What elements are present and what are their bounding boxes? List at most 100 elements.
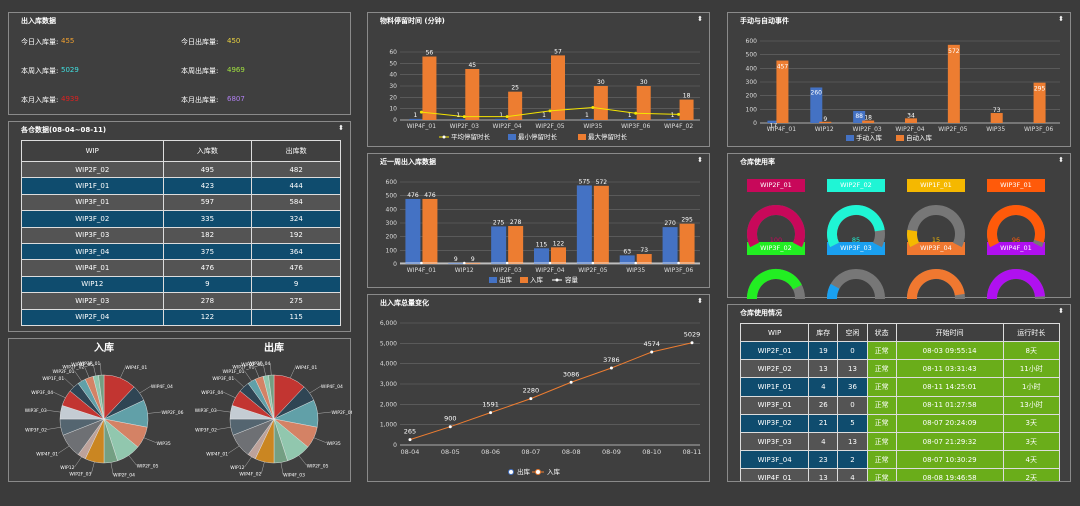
legend-swatch [896,135,904,141]
table-cell: 3天 [1002,431,1060,452]
table-cell: WIP1F_01 [740,377,810,397]
pie-leader [216,427,231,430]
bar-out [662,227,678,264]
table-cell: WIP3F_04 [740,450,810,470]
y-tick-label: 400 [386,206,398,213]
bar-min [538,118,550,120]
table-row: WIP2F_01 19 0 正常 08-03 09:55:14 8天 [740,340,1060,361]
gauge-name: WIP3F_02 [747,242,805,255]
table-cell: 3天 [1002,413,1060,433]
pie-label: WIP3F_04 [201,390,223,396]
x-tick-label: WIP4F_02 [664,123,693,130]
table-cell: 正常 [866,377,897,397]
pie-label: WIP3F_03 [195,408,217,414]
io-summary-panel: 出入库数据 今日入库量: 455 今日出库量: 450 本周入库量: 5029 本周出库量:… [8,12,351,115]
y-tick-label: 0 [393,117,397,124]
x-tick-label: WIP2F_05 [535,123,564,130]
table-cell: 26 [808,395,839,415]
x-tick-label: WIP35 [986,126,1005,133]
x-tick-label: 08-10 [642,448,661,456]
menu-icon[interactable]: ⬍ [338,124,344,132]
bar-in [551,247,566,264]
x-tick-label: 08-06 [481,448,500,456]
table-cell: 正常 [866,468,897,481]
pie-label: WIP4F_01 [295,365,317,371]
pie-label: WIP2F_06 [162,410,184,416]
pie-slice [98,374,105,420]
column-header: 开始时间 [895,323,1004,342]
in-line [409,342,693,441]
bar-max [679,99,694,120]
y-tick-label: 100 [386,247,398,254]
avg-point [591,106,595,110]
table-cell: WIP2F_01 [740,340,810,361]
pie-leader [100,363,102,376]
status-table-scroll[interactable]: WIP 库存 空闲 状态 开始时间 运行时长 WIP2F_01 19 0 正常 08-03 09:… [740,323,1060,481]
bar-label: 34 [907,112,915,119]
table-cell: 364 [251,242,341,261]
table-cell: WIP4F_01 [21,259,164,277]
menu-icon[interactable]: ⬍ [697,156,703,164]
table-row: WIP3F_02 21 5 正常 08-07 20:24:09 3天 [740,413,1060,433]
menu-icon[interactable]: ⬍ [1058,156,1064,164]
bar-label: 572 [948,48,960,55]
y-tick-label: 500 [746,52,758,59]
pie-label: WIP35 [326,441,340,447]
gauge-fill [987,205,1045,248]
bar-max [422,56,437,120]
pie-label: WIP2F_06 [332,410,352,416]
legend-swatch [489,277,497,283]
menu-icon[interactable]: ⬍ [697,297,703,305]
bar-label: 270 [664,220,676,227]
x-tick-label: WIP12 [455,267,474,274]
table-cell: WIP2F_02 [740,359,810,379]
menu-icon[interactable]: ⬍ [1058,15,1064,23]
table-cell: 08-07 21:29:32 [895,431,1004,452]
pie-label: WIP3F_02 [25,427,47,433]
x-tick-label: 08-05 [441,448,460,456]
data-label: 3086 [563,370,580,378]
legend-label: 出库 [517,467,531,476]
table-cell: 597 [162,193,253,212]
table-cell: WIP3F_02 [740,413,810,433]
bar-auto [1033,82,1046,123]
bar-out [576,185,592,264]
table-cell: 11小时 [1002,359,1060,379]
legend-label: 最小停留时长 [518,132,558,141]
table-cell: WIP4F_01 [740,468,810,481]
bar-label: 260 [811,89,823,96]
menu-icon[interactable]: ⬍ [1058,307,1064,315]
gauge-fill [827,283,840,299]
pie-leader [234,378,245,388]
table-cell: WIP2F_04 [21,308,164,326]
table-cell: WIP3F_04 [21,242,164,261]
bar-label: 56 [426,50,434,57]
legend-swatch [508,469,514,475]
x-tick-label: WIP2F_04 [493,123,522,130]
pie-leader [261,461,265,474]
stat-value: 6807 [227,95,245,103]
bar-auto [905,118,917,123]
bar-label: 1 [542,112,546,119]
pie-leader [298,455,307,466]
pie-label: WIP2F_02 [62,364,84,370]
pie-label: WIP2F_05 [307,463,329,469]
bar-label: 476 [424,192,436,199]
legend-label: 自动入库 [906,133,933,142]
pie-charts: 入库WIP4F_01WIP4F_04WIP2F_06WIP35WIP2F_05W… [25,341,354,478]
table-cell: WIP1F_01 [21,177,164,195]
pie-leader [228,445,240,454]
gauge-value: 100 [770,236,782,244]
bar-label: 295 [1034,86,1046,93]
bar-max [636,86,651,120]
table-cell: 476 [251,259,341,277]
avg-point [634,111,638,115]
menu-icon[interactable]: ⬍ [697,15,703,23]
pie-label: WIP4F_03 [283,472,305,478]
bar-label: 457 [777,64,789,71]
table-cell: 13 [837,359,868,379]
x-tick-label: WIP2F_03 [493,267,522,274]
pie-label: WIP2F_02 [241,362,263,368]
pie-label: WIP4F_04 [151,384,173,390]
bar-label: 17 [770,123,778,130]
